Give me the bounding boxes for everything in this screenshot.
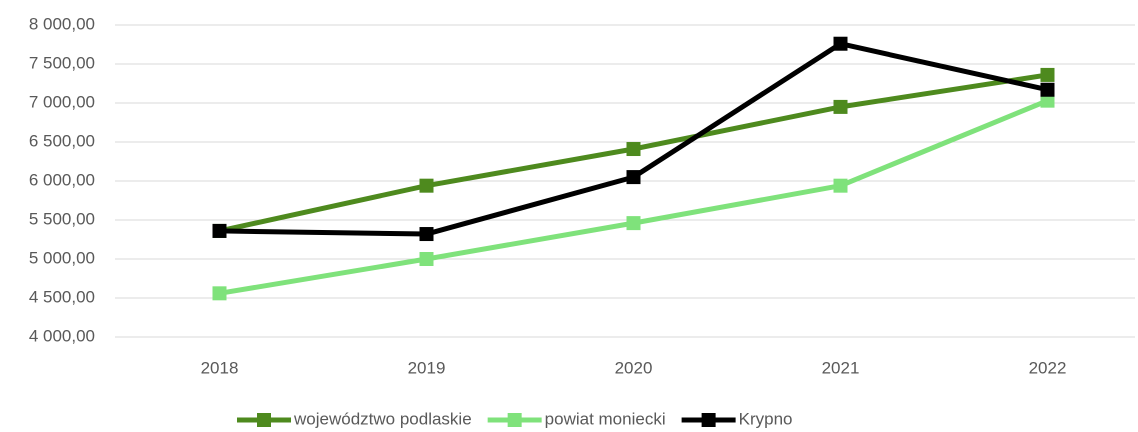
- x-tick-label: 2020: [615, 358, 653, 377]
- x-tick-label: 2022: [1029, 358, 1067, 377]
- x-tick-label: 2021: [822, 358, 860, 377]
- legend-label: powiat moniecki: [545, 409, 666, 428]
- x-tick-label: 2018: [201, 358, 239, 377]
- y-tick-label: 7 500,00: [29, 53, 95, 72]
- point-marker: [1040, 82, 1055, 97]
- point-marker: [212, 286, 227, 301]
- x-tick-label: 2019: [408, 358, 446, 377]
- y-tick-label: 6 000,00: [29, 170, 95, 189]
- y-tick-label: 5 000,00: [29, 248, 95, 267]
- point-marker: [1040, 93, 1055, 108]
- point-marker: [626, 142, 641, 157]
- y-tick-label: 6 500,00: [29, 131, 95, 150]
- legend-swatch-marker: [701, 413, 716, 427]
- point-marker: [212, 223, 227, 238]
- point-marker: [419, 178, 434, 193]
- point-marker: [833, 36, 848, 51]
- legend-swatch-marker: [257, 413, 271, 427]
- point-marker: [833, 99, 848, 114]
- y-tick-label: 4 000,00: [29, 326, 95, 345]
- legend-label: województwo podlaskie: [293, 409, 472, 428]
- point-marker: [419, 252, 434, 266]
- legend-swatch-marker: [507, 413, 522, 427]
- legend-label: Krypno: [739, 409, 793, 428]
- y-tick-label: 4 500,00: [29, 287, 95, 306]
- point-marker: [419, 227, 434, 242]
- point-marker: [833, 178, 848, 193]
- point-marker: [626, 216, 641, 231]
- series-line: [219, 98, 1049, 296]
- point-marker: [1040, 67, 1055, 82]
- y-tick-label: 7 000,00: [29, 92, 95, 111]
- y-tick-label: 8 000,00: [29, 14, 95, 33]
- point-marker: [626, 170, 641, 185]
- y-tick-label: 5 500,00: [29, 209, 95, 228]
